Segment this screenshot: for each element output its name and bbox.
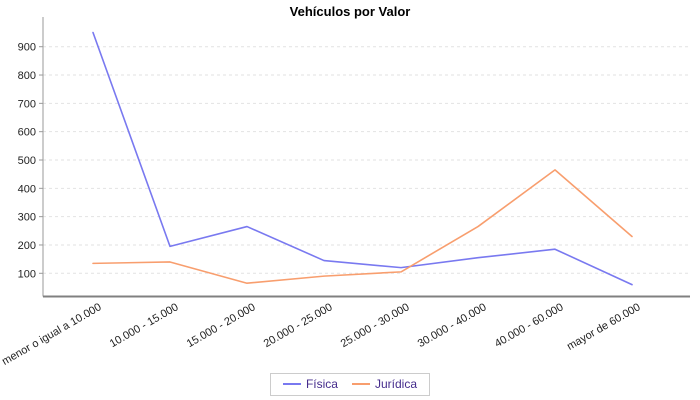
fisica-line-swatch (282, 383, 301, 385)
legend-container: Física Jurídica (0, 373, 700, 396)
y-tick-label: 300 (18, 212, 36, 224)
x-category-label: menor o igual a 10.000 (0, 301, 103, 368)
y-tick-label: 600 (18, 127, 36, 139)
legend-label-juridica: Jurídica (374, 377, 418, 391)
legend-item-fisica: Física (282, 377, 338, 391)
x-category-label: 40.000 - 60.000 (493, 301, 566, 350)
x-category-label: 20.000 - 25.000 (262, 301, 335, 350)
series-line-juridica (92, 169, 633, 285)
x-category-label: 10.000 - 15.000 (108, 301, 181, 350)
series-line-fisica (92, 31, 633, 286)
plot-area: 100 200 300 400 500 600 700 800 900 menor o igual… (0, 17, 690, 368)
y-tick-label: 400 (18, 183, 36, 195)
x-category-label: 25.000 - 30.000 (339, 301, 412, 350)
chart-title: Vehículos por Valor (289, 4, 411, 19)
legend-item-juridica: Jurídica (351, 377, 418, 391)
y-tick-label: 900 (18, 42, 36, 54)
y-tick-label: 700 (18, 98, 36, 110)
legend: Física Jurídica (269, 373, 431, 396)
x-category-label: mayor de 60.000 (565, 301, 643, 353)
y-tick-label: 200 (18, 240, 36, 252)
juridica-line-swatch (351, 383, 370, 385)
y-tick-label: 100 (18, 268, 36, 280)
legend-label-fisica: Física (305, 377, 338, 391)
x-category-label: 30.000 - 40.000 (416, 301, 489, 350)
y-tick-label: 800 (18, 70, 36, 82)
x-category-label: 15.000 - 20.000 (185, 301, 258, 350)
y-tick-label: 500 (18, 155, 36, 167)
